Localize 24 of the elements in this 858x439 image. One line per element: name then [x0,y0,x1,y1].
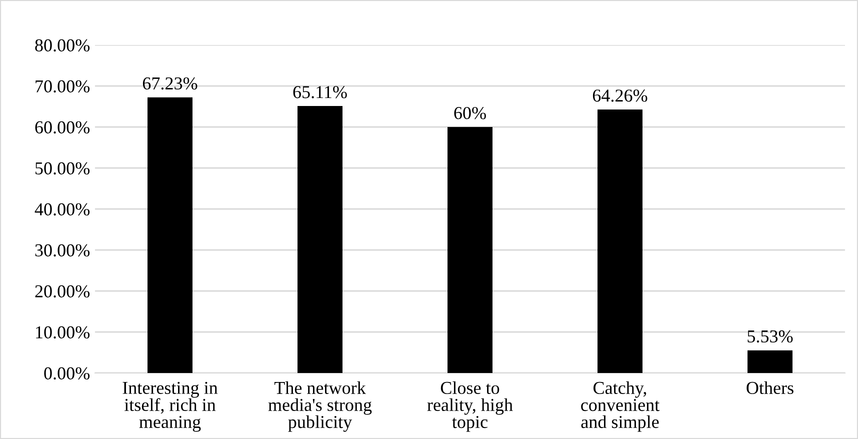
data-label: 64.26% [592,90,648,102]
data-label: 5.53% [748,330,793,343]
x-tick-label: Catchy, convenient and simple [581,381,660,432]
y-tick-label: 30.00% [35,244,90,257]
y-tick-label: 80.00% [35,39,90,52]
x-tick-label: The network media's strong publicity [268,381,372,432]
y-tick-label: 50.00% [36,162,90,175]
data-label: 67.23% [142,77,198,90]
y-tick-label: 60.00% [35,121,90,134]
y-tick-label: 20.00% [35,285,90,298]
y-tick-label: 10.00% [36,326,90,339]
bar [748,350,792,373]
bar [298,106,342,373]
x-tick-label: Others [746,381,794,394]
x-tick-label: Interesting in itself, rich in meaning [122,382,218,432]
y-tick-label: 0.00% [44,367,90,380]
data-label: 65.11% [293,86,347,98]
bar [448,127,492,373]
y-tick-label: 70.00% [36,80,90,93]
x-tick-label: Close to reality, high topic [427,381,513,432]
data-label: 60% [454,106,486,120]
bar [598,110,642,373]
bar [148,97,192,373]
y-tick-label: 40.00% [34,203,90,216]
